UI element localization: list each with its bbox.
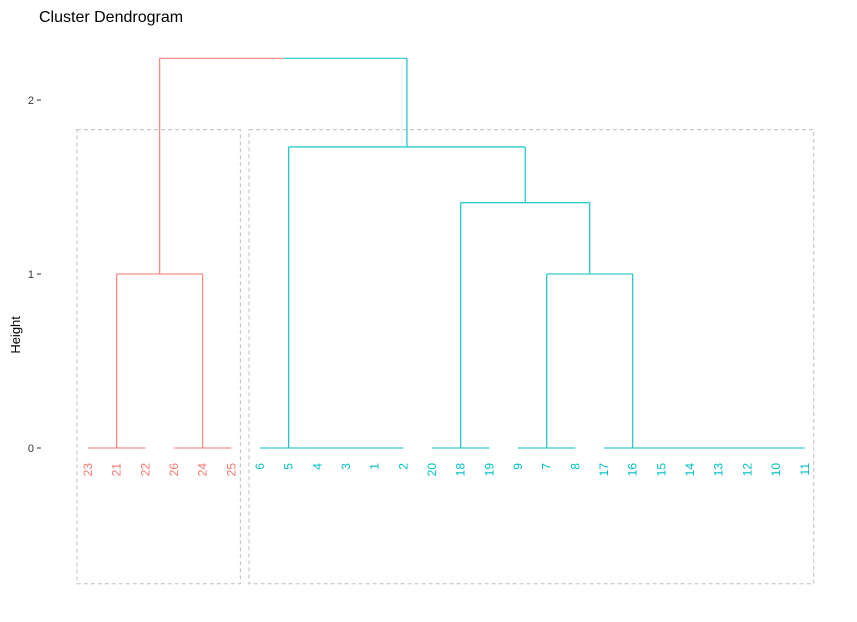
- cluster-2-rect: [248, 129, 815, 585]
- leaf-label: 24: [196, 463, 210, 477]
- leaf-label: 9: [511, 463, 525, 470]
- leaf-label: 11: [798, 463, 812, 476]
- leaf-label: 22: [138, 463, 152, 477]
- leaf-label: 10: [769, 463, 783, 477]
- leaf-label: 19: [482, 463, 496, 477]
- leaf-label: 17: [597, 463, 611, 477]
- y-axis: 0 1 2: [28, 95, 41, 455]
- leaf-label: 16: [626, 463, 640, 477]
- leaf-label: 4: [310, 463, 324, 470]
- dendrogram-branches: [88, 57, 805, 449]
- leaf-label: 25: [224, 463, 238, 477]
- leaf-label: 20: [425, 463, 439, 477]
- y-axis-title: Height: [8, 316, 23, 354]
- leaf-label: 15: [654, 463, 668, 477]
- y-tick-label: 2: [28, 95, 34, 107]
- leaf-label: 14: [683, 463, 697, 477]
- leaf-label: 13: [712, 463, 726, 477]
- leaf-label: 5: [282, 463, 296, 470]
- leaf-label: 26: [167, 463, 181, 477]
- leaf-label: 1: [368, 463, 382, 470]
- leaf-label: 2: [396, 463, 410, 470]
- chart-title: Cluster Dendrogram: [39, 9, 183, 26]
- leaf-label: 3: [339, 463, 353, 470]
- y-tick-label: 0: [28, 443, 34, 455]
- leaf-label: 21: [110, 463, 124, 477]
- leaf-label: 23: [81, 463, 95, 477]
- leaf-label: 18: [454, 463, 468, 477]
- y-tick-label: 1: [28, 269, 34, 281]
- leaf-label: 6: [253, 463, 267, 470]
- leaf-label: 7: [540, 463, 554, 470]
- cluster-rectangles: [76, 129, 815, 585]
- leaf-label: 8: [568, 463, 582, 470]
- leaf-labels: 23 21 22 26 24 25 6 5 4 3 1 2 20 18 19 9 7 8 17 16 15 14 13 12 1…: [81, 463, 812, 477]
- cluster-1-rect: [76, 129, 241, 585]
- leaf-label: 12: [740, 463, 754, 477]
